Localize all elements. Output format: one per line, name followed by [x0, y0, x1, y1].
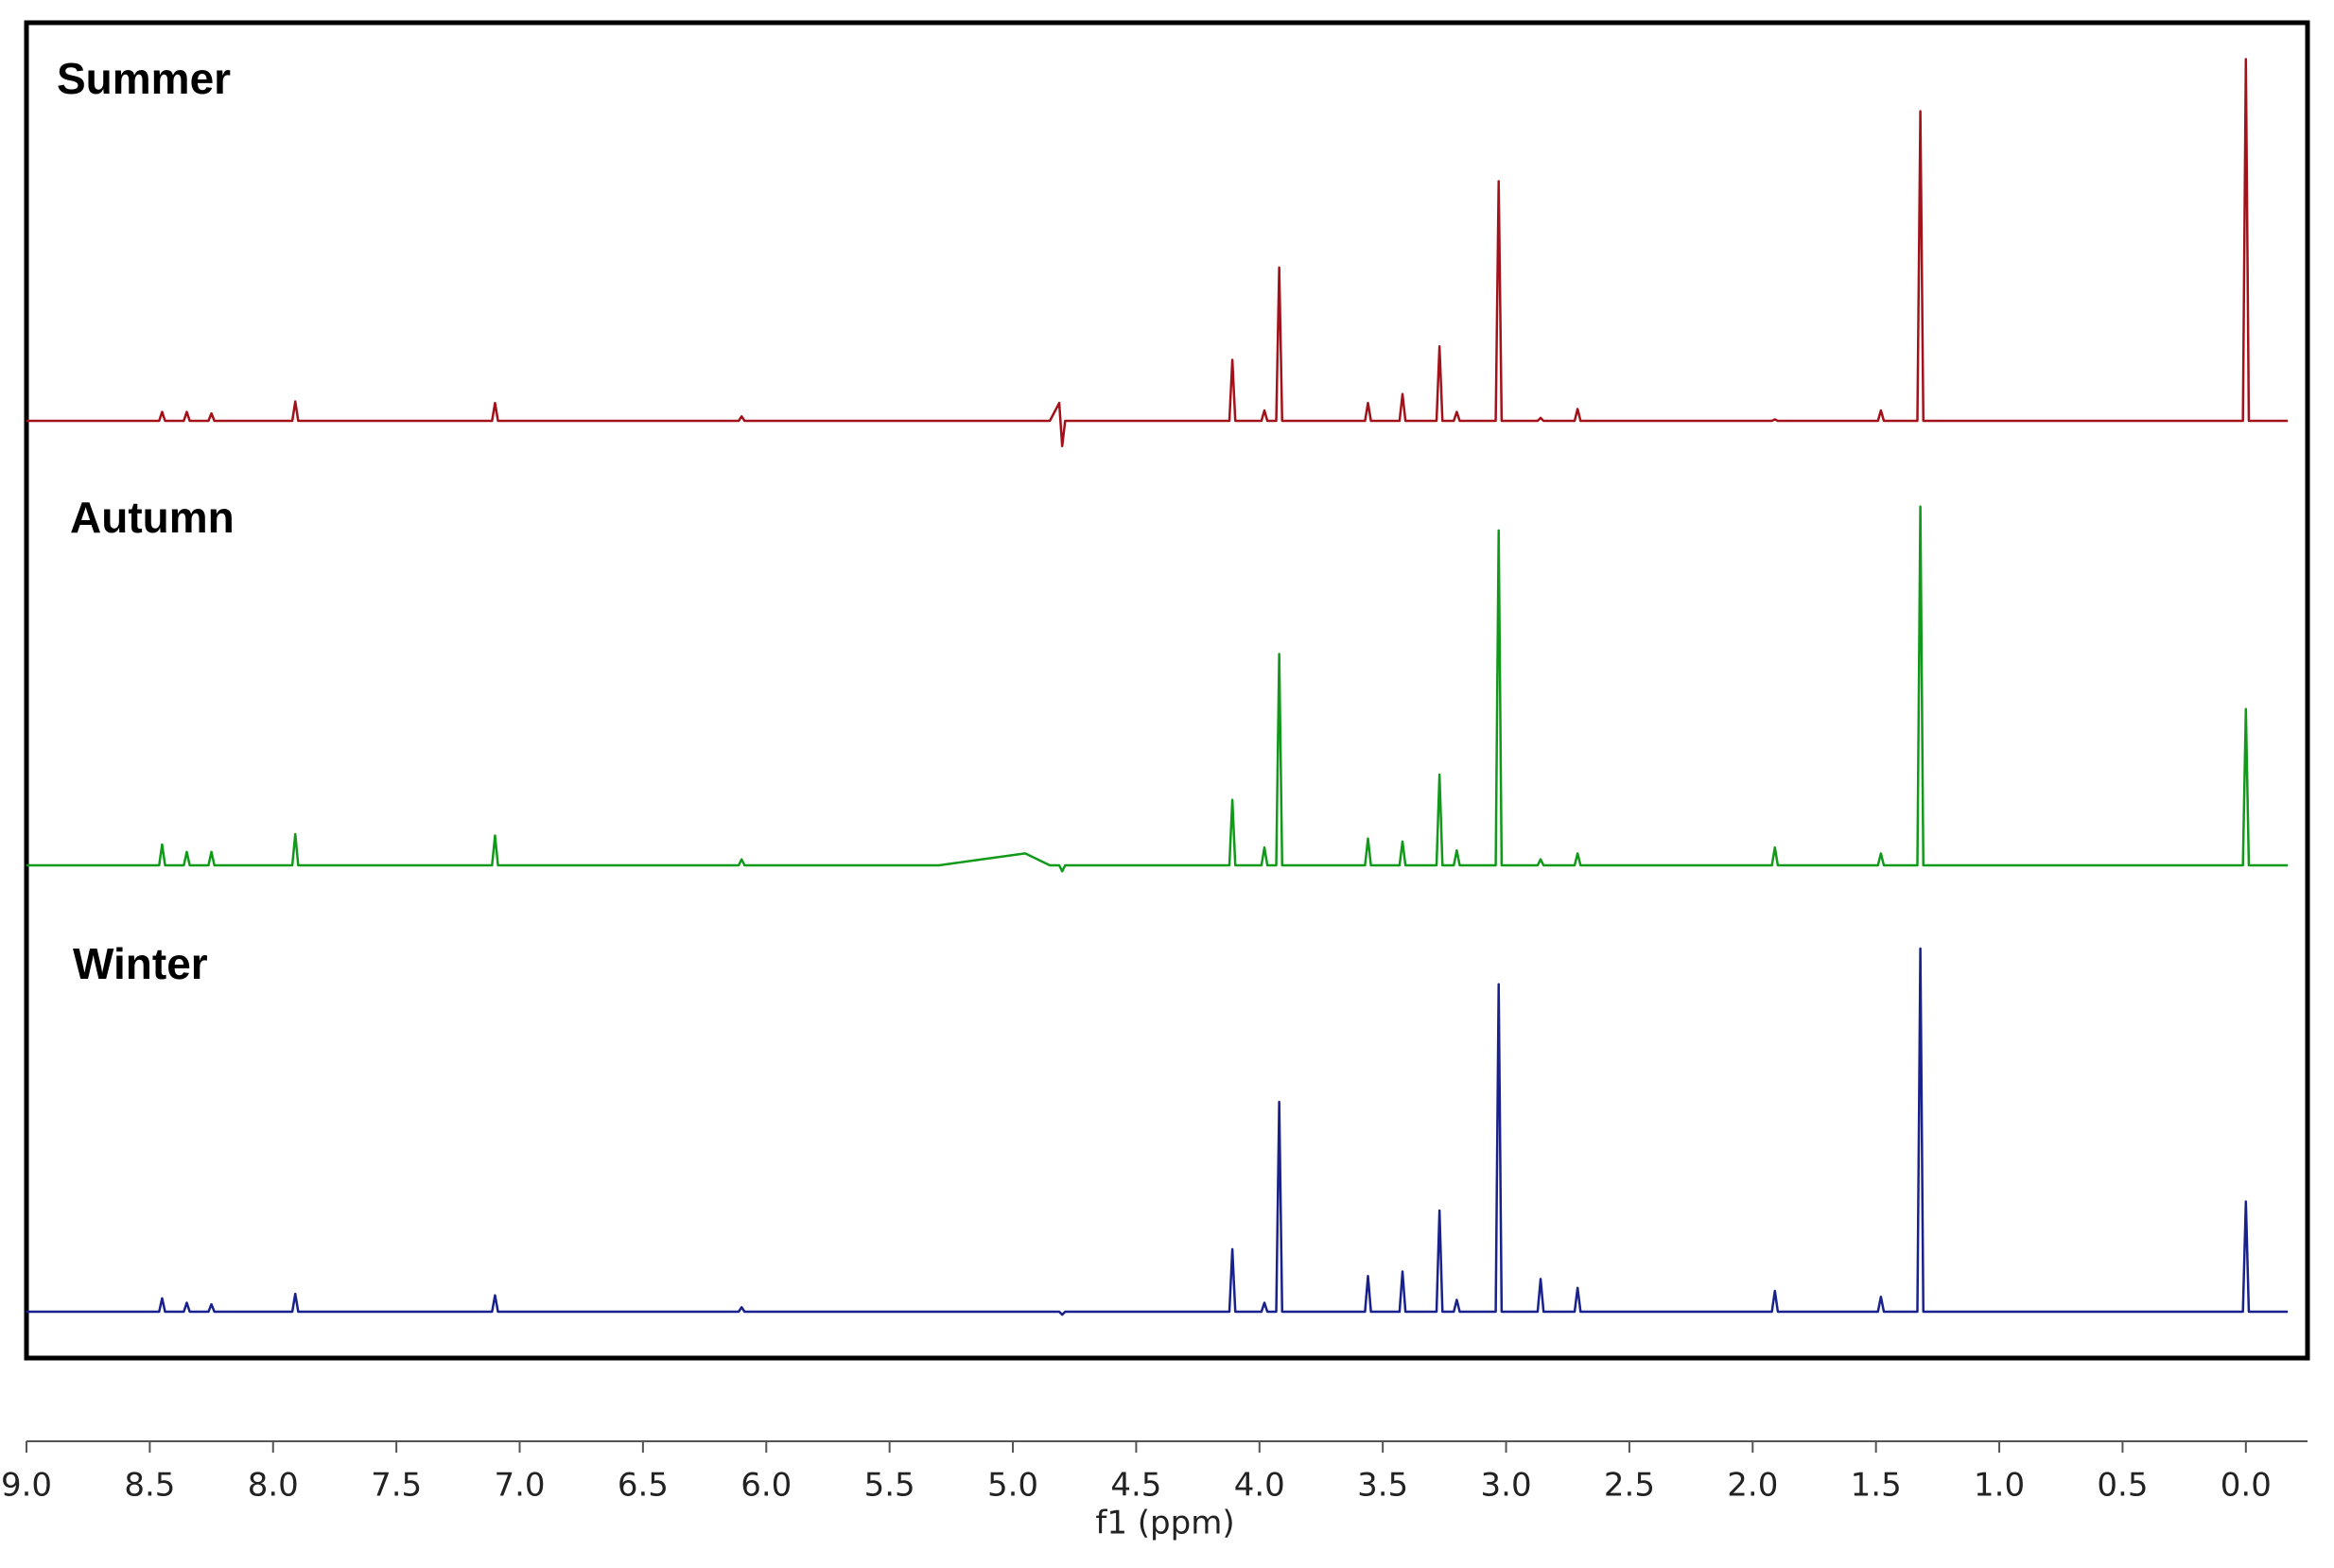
x-tick-label: 7.5	[371, 1467, 422, 1505]
x-tick-label: 5.5	[864, 1467, 915, 1505]
spectrum-line	[26, 58, 2289, 448]
x-tick-label: 1.5	[1851, 1467, 1902, 1505]
x-tick-label: 5.0	[987, 1467, 1038, 1505]
x-tick-label: 8.5	[124, 1467, 175, 1505]
x-tick-label: 8.0	[248, 1467, 299, 1505]
x-tick-label: 6.5	[618, 1467, 669, 1505]
x-tick-label: 3.5	[1357, 1467, 1408, 1505]
plot-frame	[24, 20, 2310, 1361]
x-axis-label: f1 (ppm)	[1095, 1505, 1234, 1542]
x-tick-label: 0.5	[2097, 1467, 2148, 1505]
x-tick-label: 3.0	[1481, 1467, 1532, 1505]
x-tick-label: 4.0	[1234, 1467, 1285, 1505]
x-tick-label: 4.5	[1110, 1467, 1161, 1505]
x-tick-label: 0.0	[2221, 1467, 2272, 1505]
x-tick-label: 9.0	[1, 1467, 52, 1505]
x-tick-label: 1.0	[1974, 1467, 2025, 1505]
series-label: Autumn	[70, 493, 235, 542]
spectrum-line	[26, 505, 2289, 873]
x-tick-label: 6.0	[740, 1467, 792, 1505]
spectrum-line	[26, 947, 2289, 1316]
series-label: Winter	[73, 939, 208, 988]
series-label: Summer	[57, 54, 231, 103]
x-tick-label: 2.5	[1604, 1467, 1655, 1505]
x-tick-label: 2.0	[1727, 1467, 1778, 1505]
x-tick-label: 7.0	[494, 1467, 545, 1505]
